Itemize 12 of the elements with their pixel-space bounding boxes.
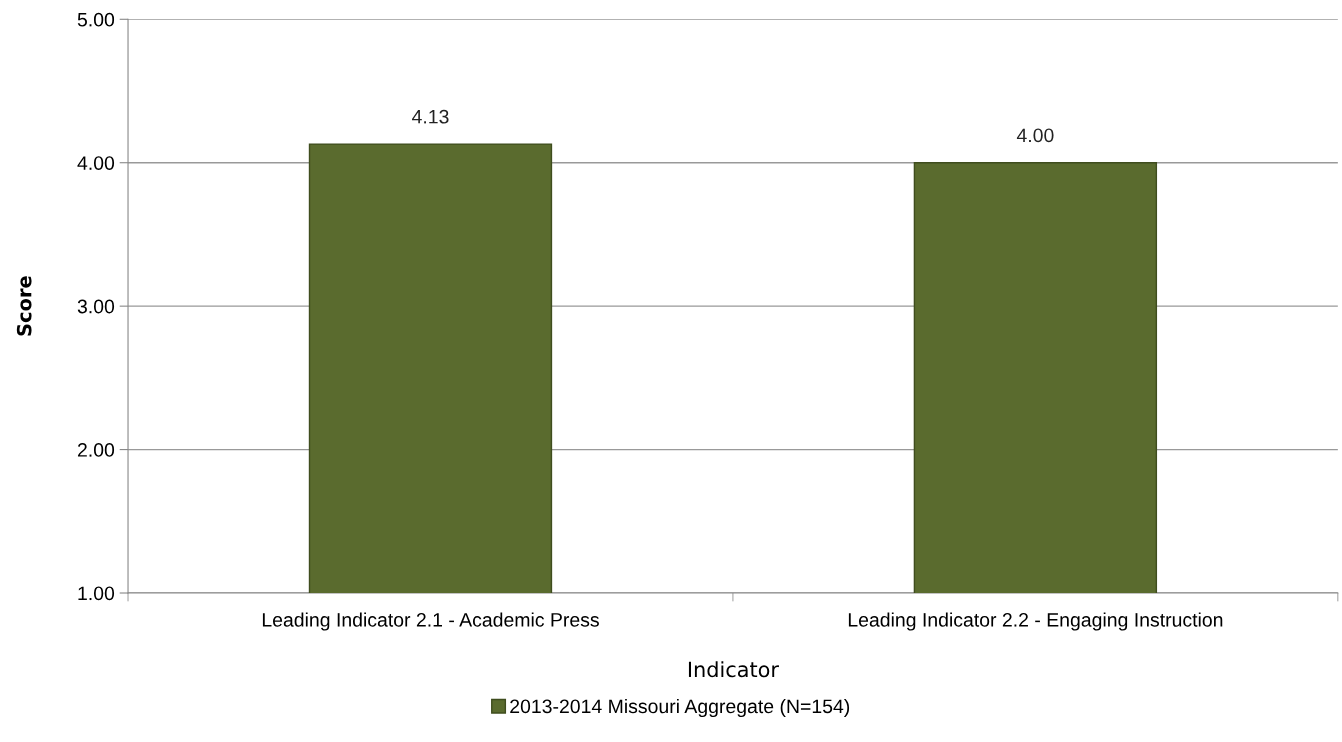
- y-axis-title: Score: [16, 276, 32, 336]
- y-tick-label: 2.00: [77, 443, 115, 457]
- x-tick-label: Leading Indicator 2.1 - Academic Press: [262, 612, 599, 631]
- text: 4.00: [1016, 128, 1054, 143]
- y-tick-label: 5.00: [77, 12, 115, 27]
- text: 4.13: [412, 109, 449, 124]
- y-tick-label: 4.00: [77, 156, 115, 170]
- x-axis-title: Indicator: [688, 661, 779, 678]
- x-tick-label: Leading Indicator 2.2 - Engaging Instruction: [848, 612, 1223, 631]
- y-tick-label: 1.00: [78, 586, 115, 601]
- y-tick-label: 3.00: [77, 299, 115, 314]
- legend-label: 2013-2014 Missouri Aggregate (N=154): [510, 698, 850, 718]
